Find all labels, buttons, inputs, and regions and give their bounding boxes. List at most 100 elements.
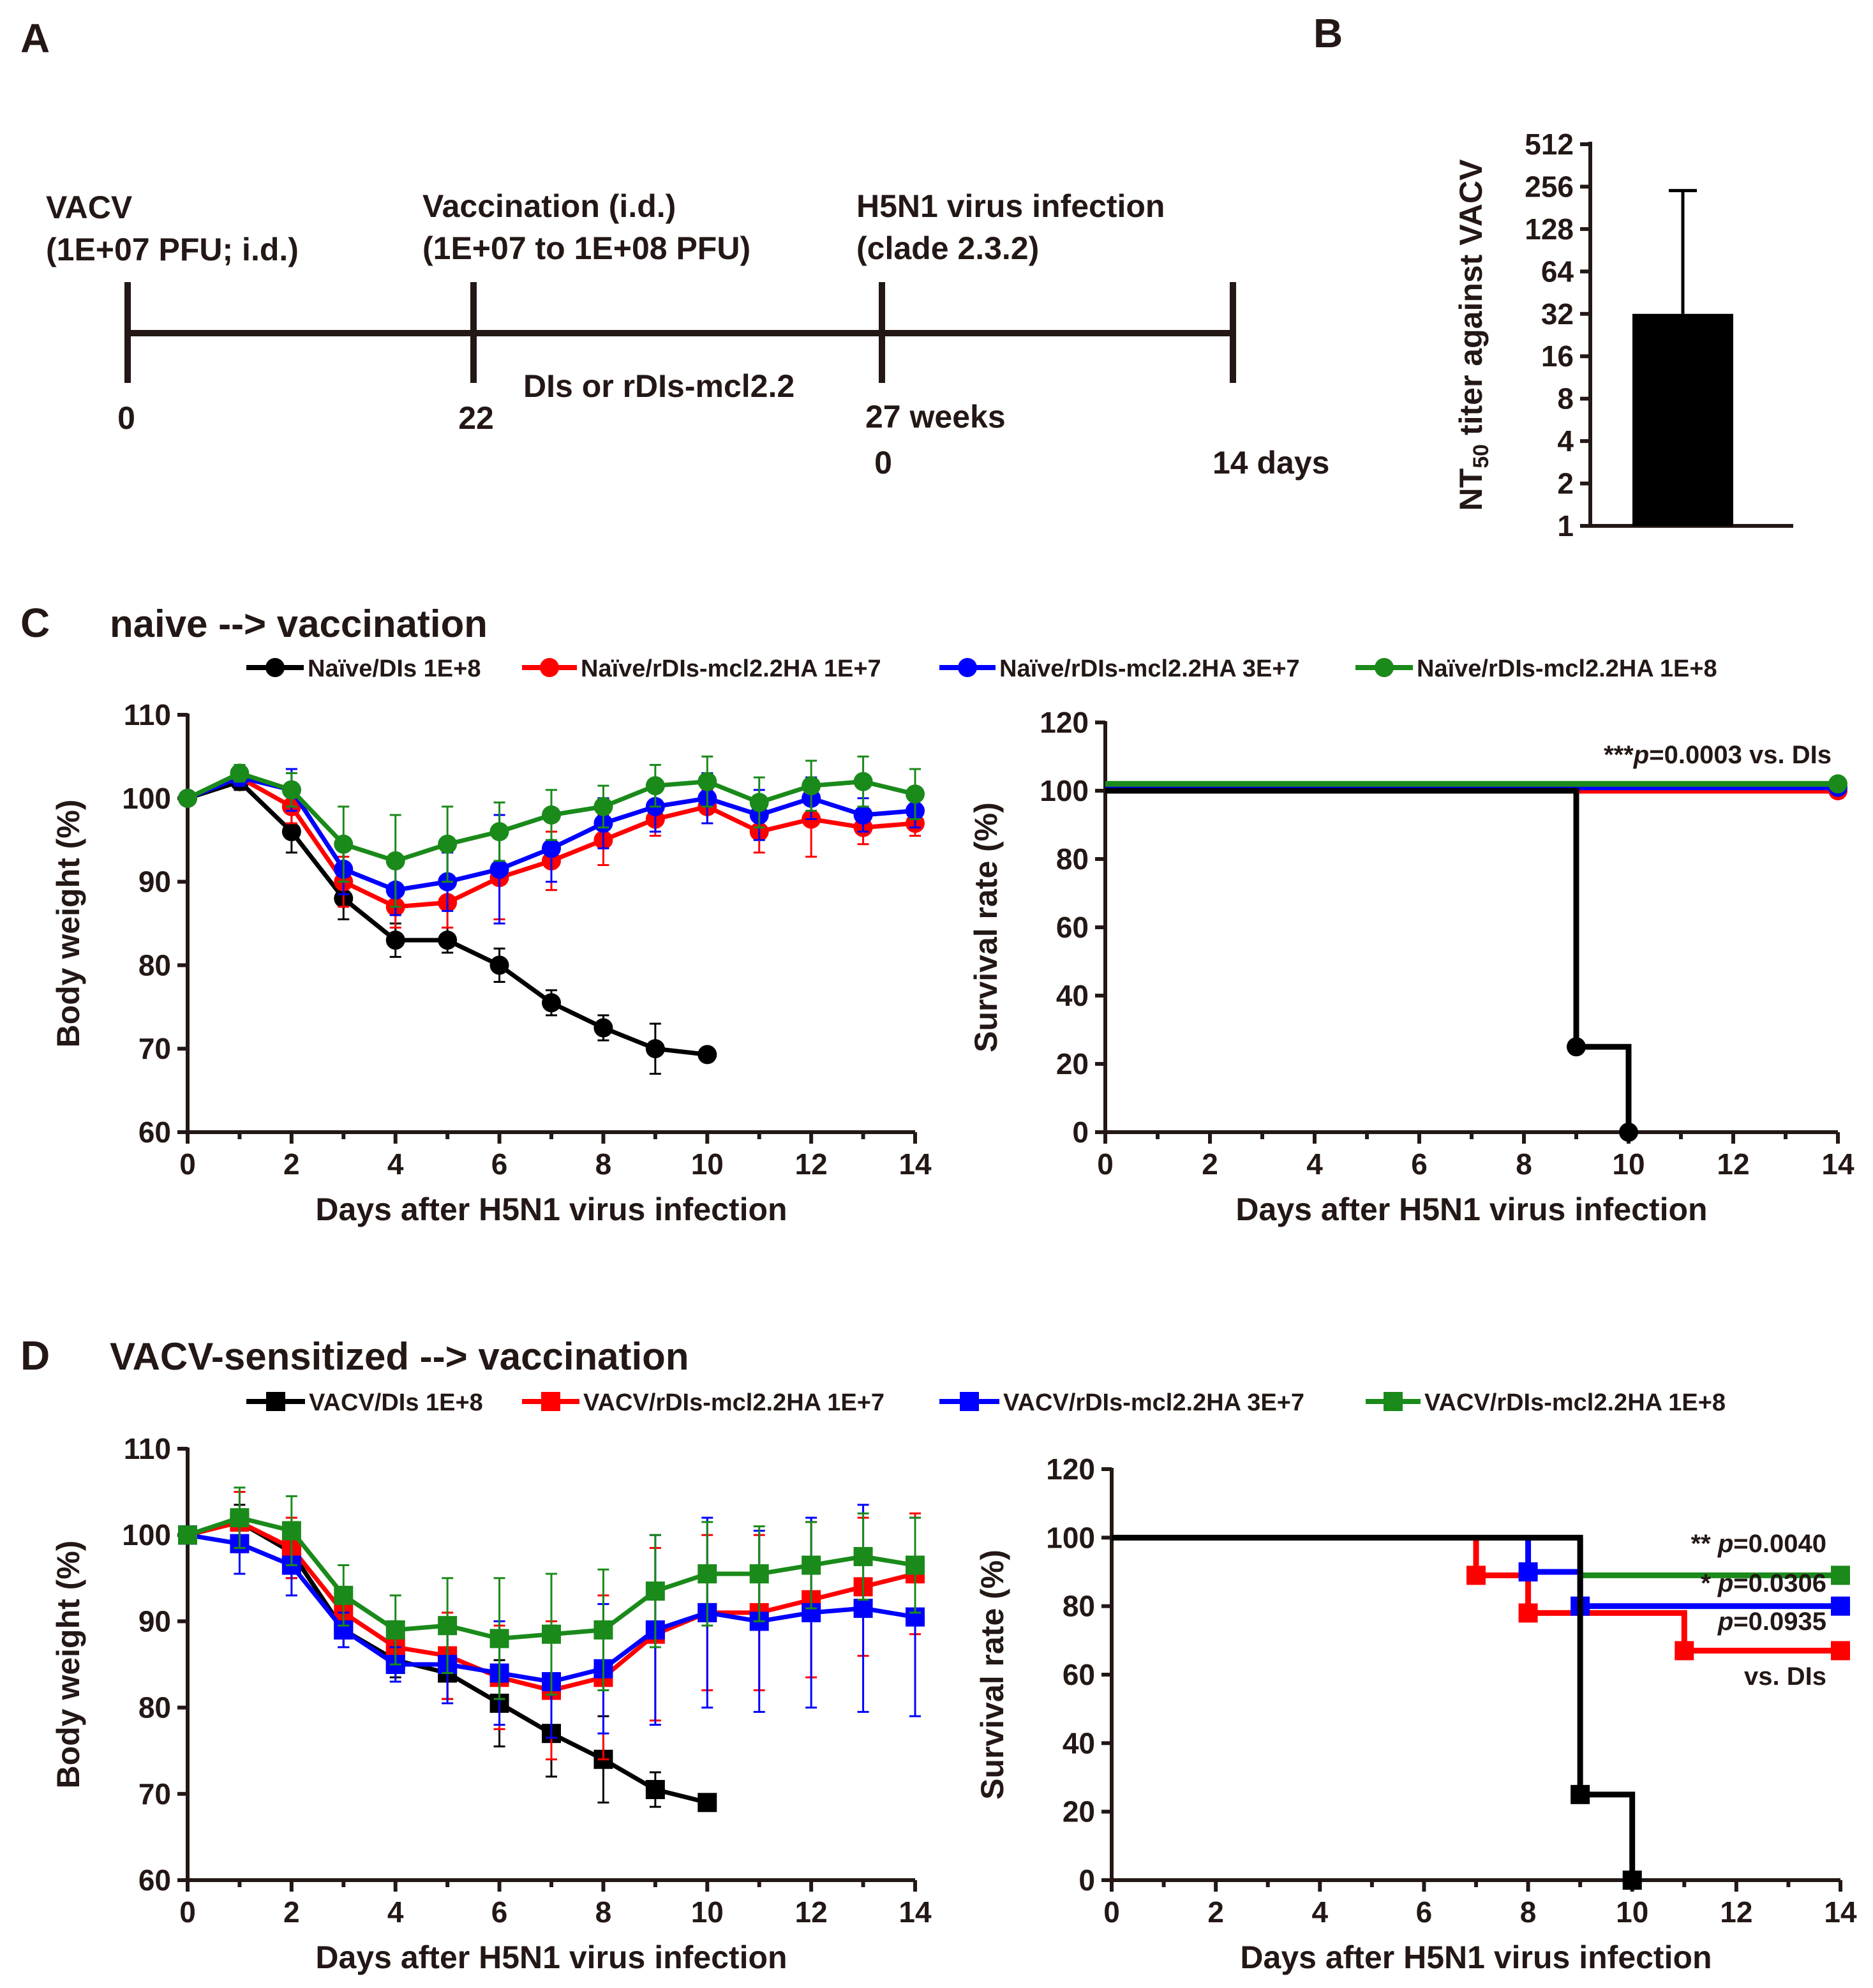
- survival-c-annotation: ***p=0.0003 vs. DIs: [1604, 741, 1832, 769]
- d-weight-data-point: [385, 1620, 405, 1640]
- c-weight-y-tick-label: 70: [138, 1032, 171, 1065]
- c-survival-x-tick-label: 12: [1717, 1147, 1749, 1181]
- b-bar: [1632, 313, 1733, 526]
- c-weight-x-tick-label: 14: [899, 1147, 932, 1181]
- c-weight-x-tick-label: 8: [595, 1147, 612, 1181]
- c-weight-y-tick-label: 80: [138, 948, 171, 982]
- c-survival-x-axis-label: Days after H5N1 virus infection: [1235, 1192, 1707, 1227]
- d-weight-data-point: [230, 1508, 250, 1528]
- d-survival-x-tick-label: 10: [1616, 1895, 1648, 1929]
- d-weight-data-point: [698, 1564, 717, 1584]
- c-weight-x-tick-label: 10: [691, 1147, 724, 1181]
- d-weight-y-tick-label: 80: [138, 1691, 171, 1724]
- d-survival-y-tick-label: 40: [1063, 1726, 1095, 1760]
- c-weight-x-tick-label: 12: [795, 1147, 828, 1181]
- legend-d-label: VACV/DIs 1E+8: [309, 1389, 483, 1416]
- legend-c-label: Naïve/rDIs-mcl2.2HA 3E+7: [999, 655, 1300, 682]
- timeline-label-14-days: 14 days: [1213, 445, 1329, 481]
- d-weight-x-tick-label: 8: [595, 1895, 612, 1929]
- c-survival-step-line: [1105, 788, 1632, 1132]
- d-survival-y-tick-label: 80: [1063, 1590, 1095, 1623]
- survival-d-annotation-3-rest: =0.0935: [1733, 1608, 1826, 1636]
- c-weight-y-tick-label: 110: [124, 698, 171, 731]
- c-weight-data-point: [489, 859, 509, 879]
- d-weight-data-point: [178, 1525, 197, 1545]
- d-survival-y-tick-label: 20: [1063, 1795, 1095, 1828]
- c-weight-data-point: [593, 1018, 613, 1038]
- survival-d-annotation-1-stars: **: [1691, 1530, 1718, 1558]
- c-weight-y-tick-label: 100: [122, 782, 171, 815]
- c-weight-data-point: [853, 805, 873, 825]
- c-survival-y-axis-label: Survival rate (%): [968, 802, 1004, 1052]
- c-survival-x-tick-label: 10: [1612, 1147, 1645, 1181]
- b-y-axis-label: NT50 titer against VACV: [1453, 159, 1493, 511]
- d-survival-x-tick-label: 4: [1311, 1895, 1328, 1929]
- legend-c-swatch-marker: [958, 658, 977, 677]
- c-weight-data-point: [645, 776, 665, 796]
- d-weight-x-tick-label: 12: [795, 1895, 828, 1929]
- d-survival-y-tick-label: 100: [1046, 1521, 1095, 1554]
- c-survival-y-tick-label: 120: [1040, 706, 1089, 739]
- c-weight-data-point: [438, 930, 458, 950]
- survival-d-annotation-1: ** p=0.0040: [1691, 1530, 1826, 1558]
- b-y-tick-label: 1: [1557, 509, 1574, 542]
- c-weight-data-point: [489, 955, 509, 975]
- survival-d-annotation-3: p=0.0935: [1717, 1608, 1826, 1636]
- c-weight-data-point: [853, 772, 873, 791]
- c-survival-y-tick-label: 80: [1056, 842, 1089, 876]
- legend-d-label: VACV/rDIs-mcl2.2HA 3E+7: [1003, 1389, 1304, 1416]
- c-survival-y-tick-label: 60: [1056, 911, 1089, 944]
- survival-d-annotation-1-p: p: [1717, 1530, 1733, 1558]
- b-y-axis-label-sub: 50: [1469, 444, 1493, 468]
- b-y-tick-label: 16: [1541, 340, 1574, 373]
- b-y-tick-label: 128: [1525, 213, 1574, 246]
- d-survival-series-1: [1466, 1537, 1850, 1661]
- d-weight-x-axis-label: Days after H5N1 virus infection: [315, 1939, 787, 1975]
- c-weight-x-axis-label: Days after H5N1 virus infection: [315, 1192, 787, 1227]
- d-weight-y-axis-label: Body weight (%): [50, 1541, 86, 1789]
- d-weight-data-point: [645, 1780, 665, 1800]
- c-weight-data-point: [802, 776, 821, 796]
- c-weight-x-tick-label: 6: [491, 1147, 508, 1181]
- c-survival-x-tick-label: 0: [1097, 1147, 1114, 1181]
- d-weight-data-point: [438, 1616, 458, 1636]
- c-survival-series-4: [1105, 774, 1847, 794]
- panel-c-title: naive --> vaccination: [110, 602, 488, 645]
- legend-d-label: VACV/rDIs-mcl2.2HA 1E+7: [583, 1389, 884, 1416]
- c-weight-x-tick-label: 4: [387, 1147, 404, 1181]
- d-survival-censor-marker: [1466, 1566, 1486, 1585]
- d-weight-y-tick-label: 90: [138, 1604, 171, 1638]
- d-weight-y-tick-label: 110: [124, 1432, 171, 1465]
- legend-c: Naïve/DIs 1E+8 Naïve/rDIs-mcl2.2HA 1E+7 Na…: [246, 655, 1717, 682]
- d-weight-data-point: [593, 1620, 613, 1640]
- c-weight-data-point: [178, 788, 197, 808]
- d-survival-y-tick-label: 120: [1046, 1453, 1095, 1486]
- c-weight-data-point: [749, 793, 769, 812]
- d-survival-censor-marker: [1831, 1596, 1850, 1616]
- timeline-event-2-line2: (1E+07 to 1E+08 PFU): [422, 230, 750, 266]
- c-weight-data-point: [281, 780, 301, 800]
- c-weight-data-point: [334, 834, 354, 854]
- d-weight-data-point: [749, 1564, 769, 1584]
- c-survival-x-tick-label: 4: [1306, 1147, 1323, 1181]
- d-survival-censor-marker: [1622, 1871, 1642, 1890]
- d-weight-y-tick-label: 60: [138, 1864, 171, 1897]
- d-survival-censor-marker: [1675, 1641, 1694, 1661]
- timeline: VACV (1E+07 PFU; i.d.) Vaccination (i.d.…: [46, 188, 1329, 481]
- d-survival-x-tick-label: 14: [1824, 1895, 1857, 1929]
- timeline-middle-label: DIs or rDIs-mcl2.2: [523, 368, 795, 404]
- survival-d-annotation-2-p: p: [1717, 1569, 1733, 1597]
- d-weight-x-tick-label: 2: [283, 1895, 300, 1929]
- d-weight-x-tick-label: 6: [491, 1895, 508, 1929]
- survival-c-annotation-p: p: [1633, 741, 1649, 769]
- legend-c-label: Naïve/rDIs-mcl2.2HA 1E+7: [581, 655, 881, 682]
- chart-c-weight: 60 70 80 90 100 110 0 2 4 6 8 10 12 14 Days after H5N1…: [50, 698, 932, 1227]
- legend-d-swatch-marker: [960, 1392, 979, 1411]
- c-weight-y-tick-label: 60: [138, 1116, 171, 1149]
- c-weight-data-point: [489, 822, 509, 842]
- d-weight-data-point: [489, 1629, 509, 1648]
- c-weight-data-point: [698, 1045, 717, 1065]
- panel-letter-d: D: [20, 1333, 50, 1379]
- d-weight-data-point: [334, 1585, 354, 1605]
